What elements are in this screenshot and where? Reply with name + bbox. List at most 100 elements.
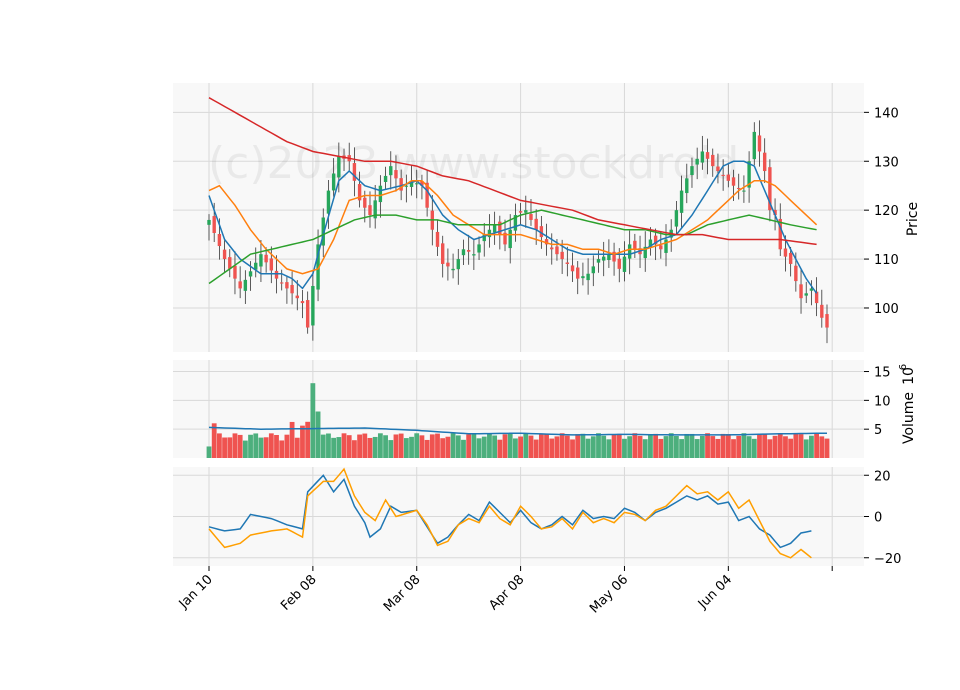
candle-body bbox=[269, 258, 274, 271]
volume-bar bbox=[731, 439, 736, 458]
y-axis-ticks: 100 110 120 130 140 5 10 15 20 0 −20 bbox=[864, 106, 901, 567]
volume-axis-label: Volume bbox=[901, 392, 917, 444]
volume-bar bbox=[502, 434, 508, 458]
y-tick-label: 10 bbox=[874, 394, 891, 409]
volume-bar bbox=[663, 436, 669, 458]
candle-body bbox=[217, 233, 222, 247]
candle-body bbox=[305, 300, 310, 328]
volume-bar bbox=[403, 438, 409, 458]
candle-body bbox=[752, 131, 756, 160]
volume-bar bbox=[570, 439, 575, 458]
volume-bar bbox=[211, 423, 217, 458]
candle-body bbox=[643, 246, 647, 259]
volume-bar bbox=[320, 434, 326, 458]
candle-body bbox=[363, 197, 367, 208]
volume-bar bbox=[523, 433, 529, 458]
volume-bar bbox=[289, 421, 295, 458]
volume-bar bbox=[528, 435, 534, 458]
volume-bar bbox=[580, 433, 586, 458]
volume-bar bbox=[357, 434, 363, 458]
candle-body bbox=[825, 314, 829, 328]
candle-body bbox=[207, 219, 211, 225]
moving-average-line bbox=[208, 160, 818, 294]
candle-body bbox=[757, 135, 762, 152]
volume-bar bbox=[788, 438, 794, 458]
volume-bar bbox=[627, 436, 633, 458]
candle-body bbox=[664, 239, 668, 253]
candle-body bbox=[601, 256, 606, 261]
volume-bar bbox=[611, 434, 617, 458]
volume-bar bbox=[274, 434, 279, 458]
volume-bar bbox=[222, 437, 227, 458]
volume-bar bbox=[751, 438, 757, 458]
y-tick-label: 140 bbox=[874, 106, 899, 121]
candle-body bbox=[705, 152, 710, 159]
volume-bar bbox=[564, 435, 570, 458]
volume-bar bbox=[705, 433, 710, 458]
volume-bar bbox=[409, 436, 414, 458]
moving-average-line bbox=[208, 209, 817, 285]
volume-bar bbox=[372, 436, 378, 458]
candle-body bbox=[472, 254, 476, 256]
candle-body bbox=[581, 276, 585, 279]
volume-bar bbox=[481, 436, 487, 458]
volume-bar bbox=[341, 433, 347, 458]
volume-bar bbox=[331, 437, 337, 458]
candle-body bbox=[290, 284, 294, 294]
candle-body bbox=[576, 267, 580, 279]
volume-bar bbox=[637, 435, 643, 458]
candle-body bbox=[461, 249, 466, 256]
volume-bar bbox=[544, 433, 549, 458]
volume-bar bbox=[429, 434, 435, 458]
candle-body bbox=[264, 254, 268, 263]
candle-body bbox=[222, 249, 227, 260]
volume-bar bbox=[471, 433, 477, 458]
candle-body bbox=[674, 210, 679, 227]
volume-bar bbox=[793, 433, 799, 458]
y-tick-label: 110 bbox=[874, 253, 899, 268]
candle-body bbox=[254, 262, 258, 270]
volume-bar bbox=[575, 434, 581, 458]
volume-bar bbox=[762, 434, 768, 458]
volume-bar bbox=[450, 433, 456, 458]
volume-bar bbox=[720, 433, 726, 458]
volume-bar bbox=[513, 438, 518, 458]
candle-body bbox=[550, 247, 554, 250]
volume-bar bbox=[424, 439, 430, 458]
volume-bar bbox=[658, 438, 664, 458]
volume-bar bbox=[715, 438, 721, 458]
candle-body bbox=[773, 209, 777, 216]
candle-body bbox=[648, 239, 653, 247]
volume-bar bbox=[419, 435, 425, 458]
x-tick-label: Jan 10 bbox=[176, 572, 216, 612]
volume-bar bbox=[653, 433, 659, 458]
candle-body bbox=[389, 166, 393, 176]
volume-bar bbox=[237, 434, 243, 458]
volume-bar bbox=[819, 436, 825, 458]
volume-bar bbox=[616, 433, 622, 458]
candle-body bbox=[456, 259, 460, 270]
watermark: (c)2023 www.stockdroid bbox=[208, 138, 739, 189]
candle-body bbox=[316, 244, 320, 290]
y-tick-label: 130 bbox=[874, 155, 899, 170]
volume-bar bbox=[310, 383, 316, 458]
x-tick-label: Feb 08 bbox=[278, 572, 320, 614]
candle-body bbox=[508, 229, 512, 249]
volume-bar bbox=[227, 437, 233, 458]
candle-body bbox=[446, 262, 450, 267]
volume-bar bbox=[367, 437, 373, 458]
candle-body bbox=[768, 167, 772, 211]
volume-bar bbox=[648, 434, 653, 458]
volume-bar bbox=[694, 439, 700, 458]
candle-body bbox=[820, 304, 824, 318]
moving-average-line bbox=[208, 97, 817, 246]
candle-body bbox=[466, 249, 471, 252]
candle-body bbox=[565, 262, 570, 264]
oscillator-lines bbox=[208, 467, 812, 559]
oscillator-line bbox=[208, 474, 812, 549]
candle-body bbox=[524, 210, 528, 213]
volume-bar bbox=[507, 433, 513, 458]
candle-body bbox=[285, 282, 289, 289]
candle-body bbox=[440, 243, 445, 264]
